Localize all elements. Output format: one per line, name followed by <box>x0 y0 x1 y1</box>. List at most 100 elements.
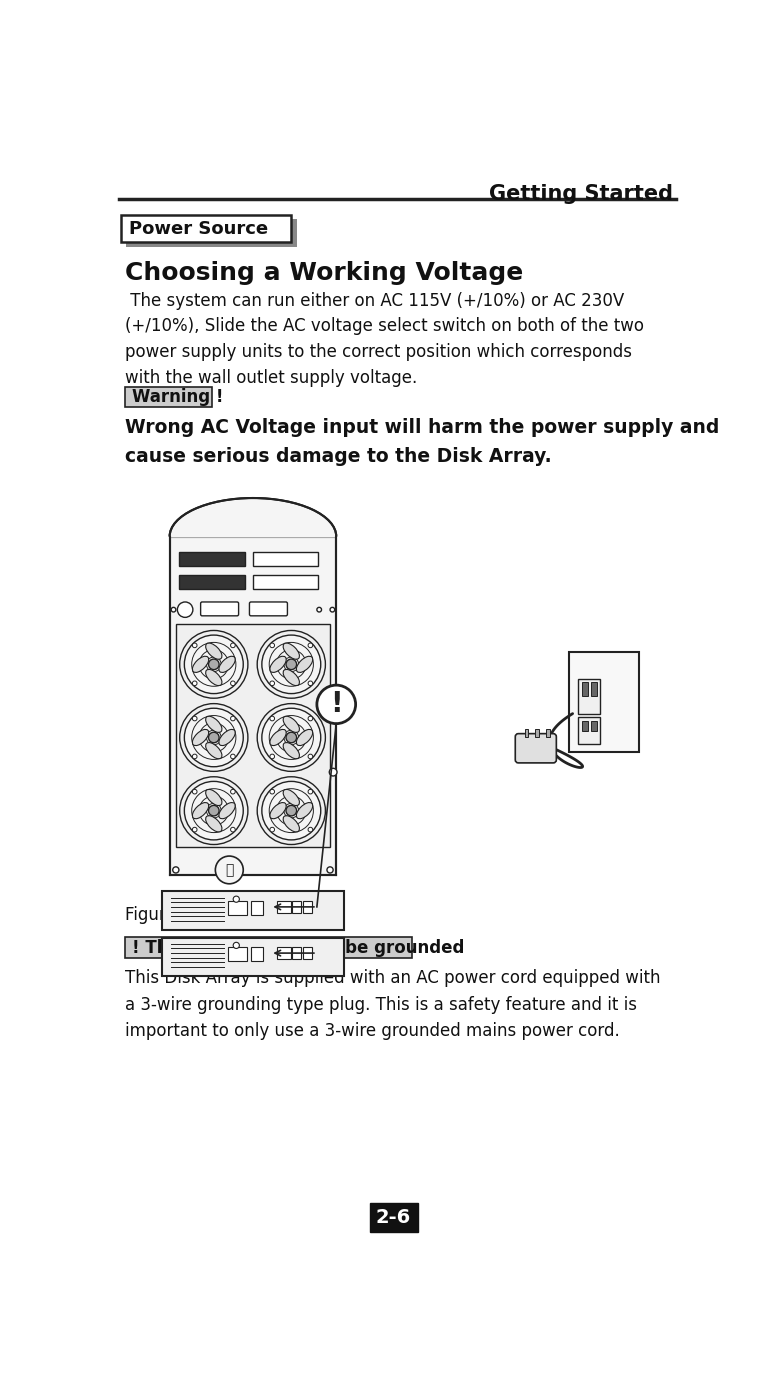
Circle shape <box>208 732 219 743</box>
Circle shape <box>270 716 274 721</box>
Circle shape <box>330 608 335 612</box>
Ellipse shape <box>193 803 209 819</box>
Bar <box>591 682 598 696</box>
Circle shape <box>230 754 235 758</box>
Ellipse shape <box>296 803 313 819</box>
Circle shape <box>327 867 333 874</box>
Ellipse shape <box>283 743 300 758</box>
Circle shape <box>308 789 313 794</box>
Ellipse shape <box>296 657 313 672</box>
Bar <box>251 947 263 961</box>
Bar <box>582 682 588 696</box>
Circle shape <box>230 828 235 832</box>
Bar <box>535 729 539 737</box>
Bar <box>228 901 247 915</box>
Ellipse shape <box>206 643 222 659</box>
Circle shape <box>192 754 197 758</box>
Circle shape <box>257 704 326 772</box>
Bar <box>292 947 301 960</box>
Bar <box>176 623 330 847</box>
Ellipse shape <box>219 803 235 819</box>
Circle shape <box>270 789 274 794</box>
Ellipse shape <box>270 803 286 819</box>
Circle shape <box>230 716 235 721</box>
Text: ⏻: ⏻ <box>225 862 233 876</box>
Circle shape <box>262 708 321 766</box>
Text: ! This Disk Array must be grounded: ! This Disk Array must be grounded <box>131 939 464 957</box>
Bar <box>276 947 290 960</box>
Circle shape <box>171 608 176 612</box>
Circle shape <box>270 643 274 648</box>
Circle shape <box>173 867 179 874</box>
Circle shape <box>233 942 240 949</box>
Circle shape <box>329 694 337 701</box>
Circle shape <box>257 776 326 844</box>
Bar <box>582 721 588 732</box>
Bar <box>525 729 528 737</box>
Circle shape <box>230 643 235 648</box>
FancyBboxPatch shape <box>515 733 556 762</box>
Bar <box>253 552 319 566</box>
Ellipse shape <box>206 815 222 832</box>
Ellipse shape <box>283 669 300 686</box>
Circle shape <box>230 682 235 686</box>
Ellipse shape <box>206 716 222 733</box>
Ellipse shape <box>206 743 222 758</box>
Circle shape <box>180 776 248 844</box>
Circle shape <box>192 643 197 648</box>
Circle shape <box>192 716 197 721</box>
Bar <box>591 721 598 732</box>
Bar <box>546 729 550 737</box>
Text: Warning !: Warning ! <box>131 388 223 406</box>
Circle shape <box>184 636 243 694</box>
Ellipse shape <box>219 657 235 672</box>
Text: The system can run either on AC 115V (+/10%) or AC 230V
(+/10%), Slide the AC vo: The system can run either on AC 115V (+/… <box>125 292 644 387</box>
Ellipse shape <box>283 643 300 659</box>
Ellipse shape <box>206 789 222 805</box>
Circle shape <box>208 805 219 817</box>
Circle shape <box>262 636 321 694</box>
Text: Choosing a Working Voltage: Choosing a Working Voltage <box>125 262 524 285</box>
Text: 2-6: 2-6 <box>376 1207 411 1227</box>
Circle shape <box>192 789 197 794</box>
Bar <box>170 537 336 875</box>
Circle shape <box>184 708 243 766</box>
Circle shape <box>308 643 313 648</box>
Circle shape <box>215 855 243 883</box>
Bar <box>578 679 600 714</box>
Text: Wrong AC Voltage input will harm the power supply and
cause serious damage to th: Wrong AC Voltage input will harm the pow… <box>125 417 720 466</box>
Bar <box>276 901 290 912</box>
Bar <box>125 387 212 408</box>
Circle shape <box>308 754 313 758</box>
Ellipse shape <box>219 729 235 746</box>
Bar <box>162 892 344 931</box>
Circle shape <box>177 602 193 618</box>
Circle shape <box>192 828 197 832</box>
Circle shape <box>286 659 296 669</box>
Bar <box>303 947 313 960</box>
Bar <box>125 938 412 958</box>
Text: Power Source: Power Source <box>128 220 268 238</box>
Bar <box>162 938 344 976</box>
Text: This Disk Array is supplied with an AC power cord equipped with
a 3-wire groundi: This Disk Array is supplied with an AC p… <box>125 970 661 1040</box>
Bar <box>179 574 245 588</box>
Circle shape <box>286 732 296 743</box>
Circle shape <box>270 682 274 686</box>
FancyBboxPatch shape <box>200 602 239 616</box>
Circle shape <box>317 686 356 723</box>
Text: Figure : Power Source: Figure : Power Source <box>125 906 305 924</box>
Circle shape <box>208 659 219 669</box>
Circle shape <box>308 828 313 832</box>
Circle shape <box>230 789 235 794</box>
Bar <box>569 652 638 753</box>
Polygon shape <box>170 498 336 537</box>
Ellipse shape <box>206 669 222 686</box>
Bar <box>292 901 301 912</box>
Ellipse shape <box>193 657 209 672</box>
Ellipse shape <box>193 729 209 746</box>
Circle shape <box>192 682 197 686</box>
Circle shape <box>308 716 313 721</box>
Text: !: ! <box>330 690 343 718</box>
Bar <box>369 1203 418 1232</box>
Circle shape <box>270 828 274 832</box>
